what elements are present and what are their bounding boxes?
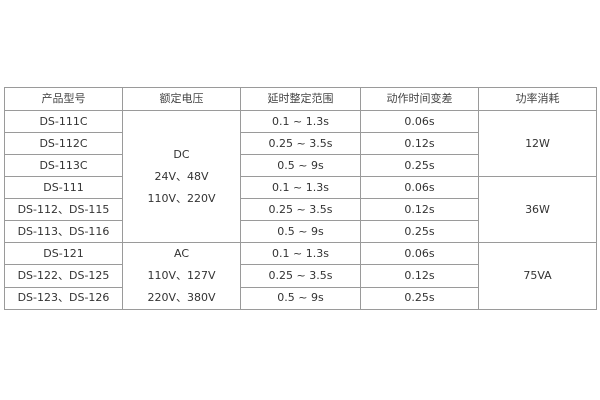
power-cell: 75VA	[478, 242, 597, 310]
voltage-cell: DC 24V、48V 110V、220V	[122, 110, 241, 243]
range-cell: 0.25 ~ 3.5s	[240, 264, 361, 288]
table-row: DS-121 AC 110V、127V 220V、380V 0.1 ~ 1.3s…	[4, 241, 597, 310]
voltage-cell: AC 110V、127V 220V、380V	[122, 242, 241, 310]
range-cell: 0.25 ~ 3.5s	[240, 198, 361, 221]
table-row: DS-111C DC 24V、48V 110V、220V 0.1 ~ 1.3s …	[4, 110, 597, 243]
model-cell: DS-122、DS-125	[4, 264, 123, 288]
table-row: DS-122、DS-125 0.25 ~ 3.5s 0.12s	[4, 264, 597, 288]
range-cell: 0.25 ~ 3.5s	[240, 132, 361, 155]
header-voltage: 额定电压	[122, 87, 241, 111]
header-power: 功率消耗	[478, 87, 597, 111]
voltage-line: 110V、220V	[147, 191, 216, 205]
model-cell: DS-112、DS-115	[4, 198, 123, 221]
variation-cell: 0.25s	[360, 220, 479, 243]
variation-cell: 0.12s	[360, 132, 479, 155]
range-cell: 0.1 ~ 1.3s	[240, 241, 361, 266]
model-cell: DS-111C	[4, 110, 123, 133]
variation-cell: 0.12s	[360, 198, 479, 221]
table-row: DS-113C 0.5 ~ 9s 0.25s	[4, 154, 597, 177]
variation-cell: 0.25s	[360, 286, 479, 311]
range-cell: 0.5 ~ 9s	[240, 220, 361, 243]
variation-cell: 0.25s	[360, 154, 479, 177]
table-row: DS-113、DS-116 0.5 ~ 9s 0.25s	[4, 220, 597, 243]
range-cell: 0.5 ~ 9s	[240, 154, 361, 177]
variation-cell: 0.06s	[360, 110, 479, 133]
header-delay-range: 延时整定范围	[240, 87, 361, 111]
model-cell: DS-112C	[4, 132, 123, 155]
header-model: 产品型号	[4, 87, 123, 111]
model-cell: DS-123、DS-126	[4, 286, 123, 311]
range-cell: 0.1 ~ 1.3s	[240, 110, 361, 133]
range-cell: 0.1 ~ 1.3s	[240, 176, 361, 199]
table-row: DS-111 0.1 ~ 1.3s 0.06s 36W	[4, 176, 597, 243]
voltage-line: DC	[173, 147, 190, 161]
model-cell: DS-113C	[4, 154, 123, 177]
variation-cell: 0.06s	[360, 176, 479, 199]
model-cell: DS-111	[4, 176, 123, 199]
range-cell: 0.5 ~ 9s	[240, 286, 361, 311]
voltage-line: 24V、48V	[154, 169, 209, 183]
variation-cell: 0.12s	[360, 264, 479, 288]
power-cell: 36W	[478, 176, 597, 243]
power-cell: 12W	[478, 110, 597, 177]
model-cell: DS-121	[4, 241, 123, 266]
header-row: 产品型号 额定电压 延时整定范围 动作时间变差 功率消耗	[4, 87, 597, 111]
model-cell: DS-113、DS-116	[4, 220, 123, 243]
table-row: DS-123、DS-126 0.5 ~ 9s 0.25s	[4, 286, 597, 311]
variation-cell: 0.06s	[360, 241, 479, 266]
voltage-line: AC	[173, 247, 189, 260]
voltage-line: 110V、127V	[147, 269, 216, 282]
spec-table: 产品型号 额定电压 延时整定范围 动作时间变差 功率消耗 DS-111C DC …	[4, 87, 597, 311]
voltage-line: 220V、380V	[147, 291, 216, 304]
header-time-variation: 动作时间变差	[360, 87, 479, 111]
